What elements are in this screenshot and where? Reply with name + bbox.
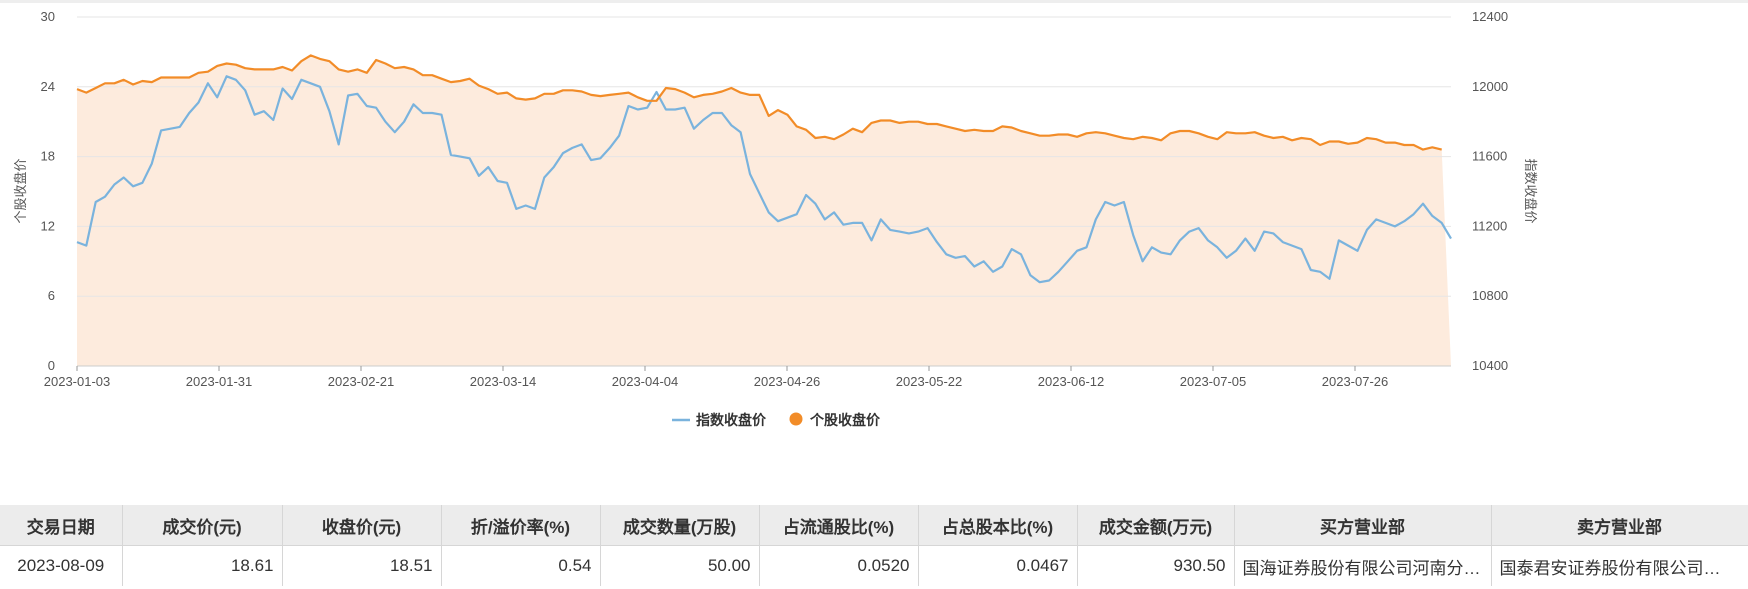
cell-close-price: 18.51	[282, 545, 442, 586]
y-left-axis-title: 个股收盘价	[13, 158, 28, 223]
y-left-tick-label: 0	[48, 358, 55, 373]
header-seller[interactable]: 卖方营业部	[1491, 505, 1748, 546]
header-volume[interactable]: 成交数量(万股)	[600, 505, 760, 546]
y-left-tick-label: 18	[41, 149, 55, 164]
cell-seller[interactable]: 国泰君安证券股份有限公司…	[1491, 545, 1748, 586]
header-amount[interactable]: 成交金额(万元)	[1077, 505, 1235, 546]
table-header-row: 交易日期 成交价(元) 收盘价(元) 折/溢价率(%) 成交数量(万股) 占流通…	[0, 505, 1748, 546]
legend-stock-label: 个股收盘价	[809, 412, 881, 428]
x-tick-label: 2023-07-05	[1180, 374, 1247, 389]
x-tick-label: 2023-06-12	[1038, 374, 1105, 389]
legend-stock-swatch	[789, 412, 803, 426]
cell-buyer[interactable]: 国海证券股份有限公司河南分…	[1234, 545, 1492, 586]
cell-trade-date: 2023-08-09	[0, 545, 123, 586]
stock-area	[77, 55, 1451, 367]
y-right-tick-label: 11200	[1472, 218, 1507, 233]
price-chart: 0 6 12 18 24 30 10400 10800 11200 11600 12000 12400…	[13, 9, 1538, 428]
x-tick-label: 2023-02-21	[328, 374, 395, 389]
y-right-tick-label: 10800	[1472, 288, 1508, 303]
cell-premium-rate: 0.54	[441, 545, 601, 586]
y-left-tick-label: 30	[41, 9, 55, 24]
y-right-axis-title: 指数收盘价	[1523, 158, 1538, 223]
x-tick-label: 2023-05-22	[896, 374, 963, 389]
block-trade-table: 交易日期 成交价(元) 收盘价(元) 折/溢价率(%) 成交数量(万股) 占流通…	[0, 505, 1748, 586]
y-left-tick-label: 24	[41, 79, 55, 94]
chart-legend: 指数收盘价 个股收盘价	[672, 412, 881, 428]
x-tick-label: 2023-07-26	[1322, 374, 1389, 389]
header-float-ratio[interactable]: 占流通股比(%)	[759, 505, 919, 546]
cell-amount: 930.50	[1077, 545, 1235, 586]
top-divider	[0, 0, 1748, 3]
y-right-tick-label: 12000	[1472, 79, 1508, 94]
chart-canvas: 0 6 12 18 24 30 10400 10800 11200 11600 12000 12400…	[13, 9, 1538, 428]
cell-deal-price: 18.61	[122, 545, 283, 586]
y-right-tick-label: 11600	[1472, 149, 1507, 164]
header-close-price[interactable]: 收盘价(元)	[282, 505, 442, 546]
header-premium-rate[interactable]: 折/溢价率(%)	[441, 505, 601, 546]
header-deal-price[interactable]: 成交价(元)	[122, 505, 283, 546]
x-tick-label: 2023-01-03	[44, 374, 111, 389]
cell-total-ratio: 0.0467	[918, 545, 1078, 586]
index-series-line	[76, 75, 1452, 284]
x-tick-label: 2023-01-31	[186, 374, 253, 389]
legend-index-label: 指数收盘价	[696, 412, 767, 428]
x-tick-label: 2023-03-14	[470, 374, 537, 389]
header-trade-date[interactable]: 交易日期	[0, 505, 123, 546]
y-right-tick-label: 10400	[1472, 358, 1508, 373]
x-tick-label: 2023-04-26	[754, 374, 821, 389]
header-total-ratio[interactable]: 占总股本比(%)	[918, 505, 1078, 546]
cell-volume: 50.00	[600, 545, 760, 586]
y-right-tick-label: 12400	[1472, 9, 1508, 24]
header-buyer[interactable]: 买方营业部	[1234, 505, 1492, 546]
x-tick-label: 2023-04-04	[612, 374, 679, 389]
y-left-tick-label: 12	[41, 218, 55, 233]
table-row: 2023-08-09 18.61 18.51 0.54 50.00 0.0520…	[0, 545, 1748, 586]
cell-float-ratio: 0.0520	[759, 545, 919, 586]
y-left-tick-label: 6	[48, 288, 55, 303]
stock-series-line	[76, 54, 1442, 151]
